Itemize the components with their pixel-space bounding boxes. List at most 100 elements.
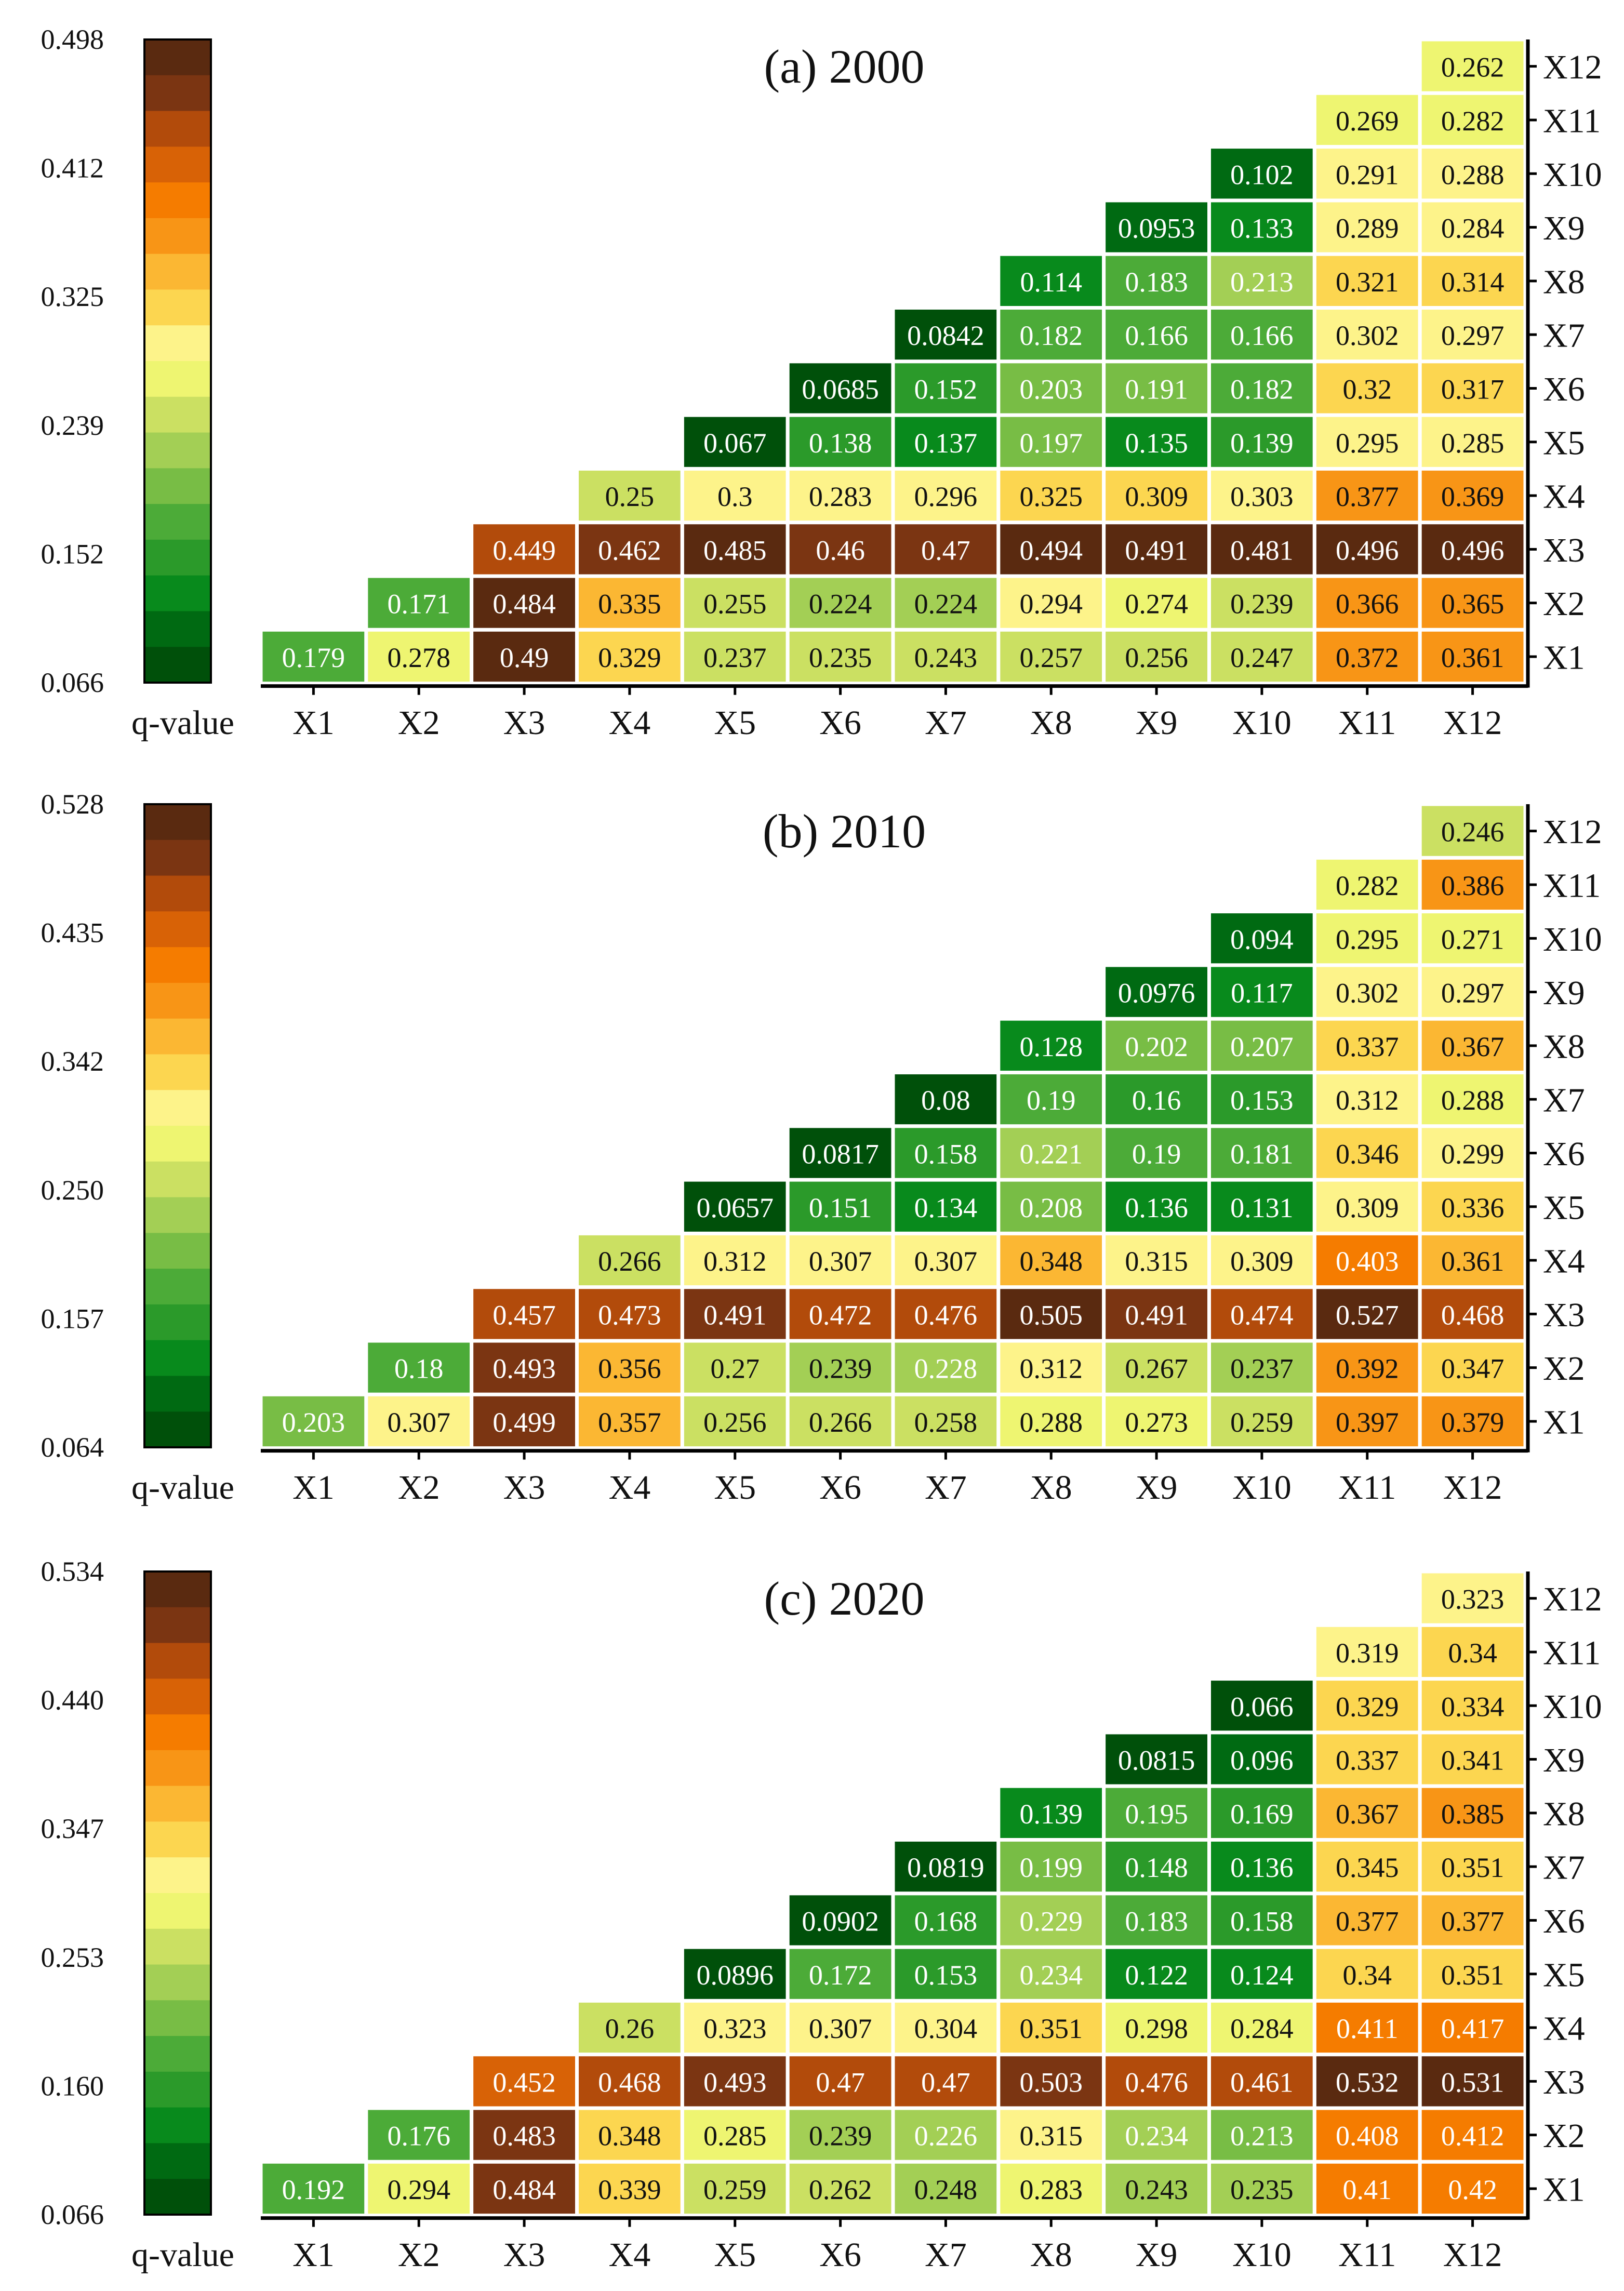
cell-value-label: 0.234	[1125, 2121, 1188, 2152]
heatmap-cell	[1418, 1838, 1527, 1896]
colorbar-segment	[144, 218, 211, 236]
x-tick-label: X11	[1338, 1469, 1396, 1507]
colorbar-segment	[144, 1947, 211, 1965]
y-tick-label: X1	[1543, 1403, 1585, 1441]
cell-value-label: 0.309	[1336, 1192, 1399, 1223]
x-tick-label: X6	[819, 2236, 861, 2274]
y-tick-label: X10	[1543, 1688, 1602, 1726]
cell-value-label: 0.462	[598, 535, 661, 566]
heatmap-cell	[680, 2160, 790, 2218]
cell-value-label: 0.379	[1441, 1407, 1505, 1438]
cell-value-label: 0.203	[282, 1407, 345, 1438]
cell-value-label: 0.169	[1230, 1799, 1294, 1830]
heatmap-cell	[891, 306, 1001, 364]
cell-value-label: 0.385	[1441, 1799, 1505, 1830]
cell-value-label: 0.266	[809, 1407, 872, 1438]
cell-value-label: 0.472	[809, 1299, 872, 1330]
heatmap-cell	[259, 628, 368, 686]
heatmap-cell	[1418, 628, 1527, 686]
colorbar-segment	[144, 1589, 211, 1608]
cell-value-label: 0.337	[1336, 1031, 1399, 1062]
colorbar-segment	[144, 236, 211, 255]
cell-value-label: 0.262	[1441, 52, 1505, 83]
cell-value-label: 0.151	[809, 1192, 872, 1223]
heatmap-cell	[1102, 198, 1212, 256]
cell-value-label: 0.494	[1020, 535, 1083, 566]
colorbar-segment	[144, 432, 211, 451]
cell-value-label: 0.158	[1230, 1906, 1294, 1937]
cell-value-label: 0.312	[1020, 1353, 1083, 1384]
cell-value-label: 0.136	[1230, 1852, 1294, 1883]
cell-value-label: 0.312	[703, 1246, 767, 1277]
cell-value-label: 0.351	[1441, 1960, 1505, 1991]
x-tick-label: X7	[925, 1469, 967, 1507]
cell-value-label: 0.367	[1441, 1031, 1505, 1062]
cell-value-label: 0.239	[809, 2121, 872, 2152]
cell-value-label: 0.299	[1441, 1138, 1505, 1169]
x-tick-label: X9	[1136, 1469, 1178, 1507]
colorbar-segment	[144, 982, 211, 1001]
x-tick-label: X2	[398, 704, 440, 742]
cell-value-label: 0.452	[492, 2067, 556, 2098]
cell-value-label: 0.248	[914, 2174, 978, 2205]
colorbar-segment	[144, 450, 211, 469]
cell-value-label: 0.191	[1125, 374, 1188, 405]
colorbar-segment	[144, 629, 211, 647]
cell-value-label: 0.224	[809, 589, 872, 620]
colorbar-segment	[144, 664, 211, 683]
cell-value-label: 0.41	[1343, 2174, 1392, 2205]
cell-value-label: 0.356	[598, 1353, 661, 1384]
colorbar-tick-label: 0.253	[41, 1942, 104, 1973]
heatmap-cell	[891, 413, 1001, 471]
cell-value-label: 0.297	[1441, 978, 1505, 1009]
cell-value-label: 0.285	[1441, 428, 1505, 459]
x-tick-label: X9	[1136, 704, 1178, 742]
cell-value-label: 0.171	[388, 589, 451, 620]
cell-value-label: 0.339	[598, 2174, 661, 2205]
cell-value-label: 0.527	[1336, 1299, 1399, 1330]
cell-value-label: 0.239	[1230, 589, 1294, 620]
heatmap-cell	[1102, 1392, 1212, 1450]
cell-value-label: 0.296	[914, 481, 978, 512]
y-tick-label: X9	[1543, 209, 1585, 247]
y-tick-label: X11	[1543, 867, 1601, 904]
cell-value-label: 0.532	[1336, 2067, 1399, 2098]
colorbar-segment	[144, 1072, 211, 1090]
cell-value-label: 0.243	[914, 642, 978, 673]
y-tick-label: X6	[1543, 370, 1585, 408]
cell-value-label: 0.259	[703, 2174, 767, 2205]
heatmap-cell	[1312, 1730, 1422, 1788]
heatmap-cell	[891, 1285, 1001, 1343]
y-tick-label: X6	[1543, 1135, 1585, 1173]
heatmap-cell	[1312, 1392, 1422, 1450]
cell-value-label: 0.302	[1336, 978, 1399, 1009]
cell-value-label: 0.317	[1441, 374, 1505, 405]
cell-value-label: 0.258	[914, 1407, 978, 1438]
y-tick-label: X8	[1543, 263, 1585, 301]
x-tick-label: X4	[609, 2236, 651, 2274]
heatmap-cell	[1102, 2160, 1212, 2218]
heatmap-cell	[470, 574, 579, 632]
colorbar-segment	[144, 1269, 211, 1287]
cell-value-label: 0.172	[809, 1960, 872, 1991]
colorbar-segment	[144, 379, 211, 397]
colorbar-segment	[144, 1732, 211, 1751]
cell-value-label: 0.284	[1441, 213, 1505, 244]
cell-value-label: 0.213	[1230, 2121, 1294, 2152]
heatmap-cell	[1312, 306, 1422, 364]
heatmap-cell	[1207, 1838, 1316, 1896]
heatmap-cell	[996, 467, 1106, 525]
cell-value-label: 0.243	[1125, 2174, 1188, 2205]
heatmap-cell	[1418, 1071, 1527, 1128]
heatmap-cell	[1312, 1999, 1422, 2057]
cell-value-label: 0.312	[1336, 1085, 1399, 1116]
colorbar-segment	[144, 504, 211, 523]
cell-value-label: 0.289	[1336, 213, 1399, 244]
cell-value-label: 0.303	[1230, 481, 1294, 512]
cell-value-label: 0.0842	[907, 320, 984, 351]
x-tick-label: X11	[1338, 2236, 1396, 2274]
cell-value-label: 0.377	[1441, 1906, 1505, 1937]
cell-value-label: 0.235	[1230, 2174, 1294, 2205]
heatmap-cell	[1102, 963, 1212, 1021]
heatmap-cell	[1418, 2106, 1527, 2164]
